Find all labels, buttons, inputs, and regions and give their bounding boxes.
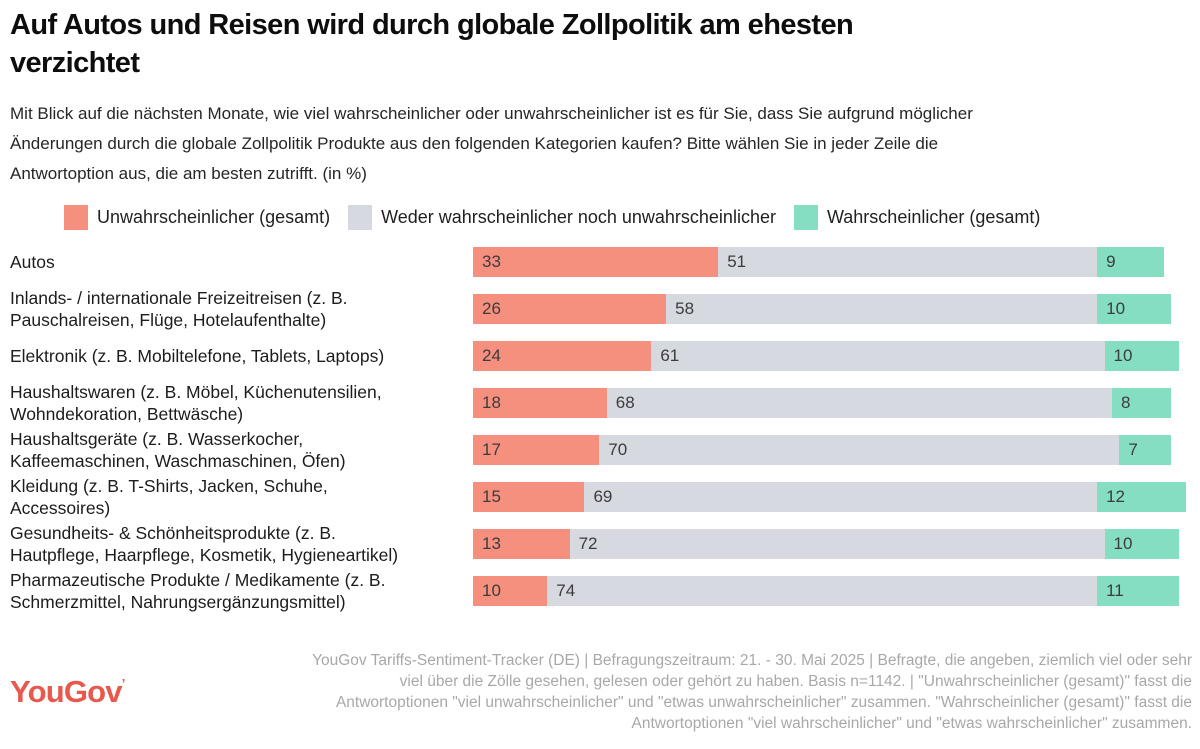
value-label: 15 [482, 486, 501, 506]
legend-label-likely: Wahrscheinlicher (gesamt) [826, 207, 1041, 227]
yougov-logo-tick-icon: ’ [121, 676, 126, 691]
value-label: 10 [1113, 345, 1133, 365]
bar-track: 26 58 10 [473, 293, 1200, 324]
bar-segment-neutral: 61 [651, 340, 1105, 371]
value-label: 10 [482, 580, 501, 600]
chart-row: Kleidung (z. B. T-Shirts, Jacken, Schuhe… [10, 474, 1200, 519]
yougov-logo: YouGov’ [10, 674, 125, 710]
value-label: 10 [1106, 298, 1126, 318]
value-label: 24 [482, 345, 501, 365]
category-label: Gesundheits- & Schönheitsprodukte (z. B.… [10, 522, 399, 565]
bar-track: 24 61 10 [473, 340, 1200, 371]
bar-track: 33 51 9 [473, 246, 1200, 277]
footer: YouGov’ YouGov Tariffs-Sentiment-Tracker… [10, 650, 1192, 734]
value-label: 72 [578, 533, 598, 553]
bar-track: 10 74 11 [473, 575, 1200, 606]
category-label: Elektronik (z. B. Mobiltelefone, Tablets… [10, 345, 385, 366]
bar-segment-unlikely: 15 [473, 481, 585, 512]
bar-segment-neutral: 70 [599, 434, 1120, 465]
source-line: Antwortoptionen "viel unwahrscheinlicher… [335, 694, 1192, 711]
bar-segment-likely: 9 [1097, 246, 1164, 277]
bar-segment-neutral: 74 [547, 575, 1098, 606]
chart-row: Haushaltsgeräte (z. B. Wasserkocher, Kaf… [10, 427, 1200, 472]
value-label: 12 [1106, 486, 1126, 506]
value-label: 9 [1106, 251, 1116, 271]
value-label: 17 [482, 439, 501, 459]
bar-segment-neutral: 68 [606, 387, 1112, 418]
legend-label-unlikely: Unwahrscheinlicher (gesamt) [97, 207, 331, 227]
legend-swatch-likely-icon [793, 205, 818, 230]
value-label: 33 [482, 251, 501, 271]
source-line: Antwortoptionen "viel wahrscheinlicher" … [631, 715, 1192, 732]
bar-track: 13 72 10 [473, 528, 1200, 559]
category-label: Autos [10, 251, 55, 272]
bar-segment-neutral: 72 [569, 528, 1105, 559]
bar-segment-neutral: 58 [666, 293, 1098, 324]
chart-row: Inlands- / internationale Freizeitreisen… [10, 286, 1200, 331]
legend-item-unlikely: Unwahrscheinlicher (gesamt) [64, 205, 330, 230]
value-label: 69 [593, 486, 613, 506]
value-label: 70 [608, 439, 628, 459]
chart-row: Elektronik (z. B. Mobiltelefone, Tablets… [10, 333, 1200, 378]
value-label: 18 [482, 392, 501, 412]
legend: Unwahrscheinlicher (gesamt) Weder wahrsc… [64, 205, 1200, 230]
chart-row: Autos 33 51 9 [10, 239, 1200, 284]
value-label: 74 [556, 580, 576, 600]
bar-segment-likely: 10 [1097, 293, 1172, 324]
legend-label-neutral: Weder wahrscheinlicher noch unwahrschein… [381, 207, 776, 227]
category-label: Inlands- / internationale Freizeitreisen… [10, 287, 348, 330]
source-note: YouGov Tariffs-Sentiment-Tracker (DE) | … [10, 650, 1192, 734]
chart-subtitle: Mit Blick auf die nächsten Monate, wie v… [10, 104, 973, 183]
chart-row: Pharmazeutische Produkte / Medikamente (… [10, 568, 1200, 613]
page-title: Auf Autos und Reisen wird durch globale … [10, 9, 854, 79]
legend-swatch-neutral-icon [348, 205, 373, 230]
bar-track: 17 70 7 [473, 434, 1200, 465]
bar-segment-neutral: 51 [718, 246, 1098, 277]
chart-row: Haushaltswaren (z. B. Möbel, Küchenutens… [10, 380, 1200, 425]
value-label: 10 [1113, 533, 1133, 553]
value-label: 7 [1128, 439, 1138, 459]
bar-segment-likely: 10 [1104, 528, 1179, 559]
bar-segment-unlikely: 26 [473, 293, 667, 324]
bar-track: 18 68 8 [473, 387, 1200, 418]
bar-track: 15 69 12 [473, 481, 1200, 512]
bar-segment-likely: 12 [1097, 481, 1187, 512]
legend-swatch-unlikely-icon [64, 205, 88, 230]
header: Auf Autos und Reisen wird durch globale … [0, 0, 1200, 189]
bar-segment-unlikely: 10 [473, 575, 548, 606]
bar-segment-likely: 8 [1111, 387, 1172, 418]
value-label: 58 [675, 298, 695, 318]
stacked-bar-chart: Autos 33 51 9 Inlands- / internationale Frei… [10, 239, 1200, 613]
value-label: 13 [482, 533, 501, 553]
source-line: YouGov Tariffs-Sentiment-Tracker (DE) | … [312, 652, 1192, 669]
bar-segment-likely: 11 [1097, 575, 1179, 606]
bar-segment-unlikely: 17 [473, 434, 600, 465]
category-label: Pharmazeutische Produkte / Medikamente (… [10, 569, 386, 612]
source-line: viel über die Zölle gesehen, gelesen ode… [399, 673, 1192, 690]
bar-segment-unlikely: 18 [473, 387, 607, 418]
value-label: 68 [615, 392, 635, 412]
bar-segment-unlikely: 24 [473, 340, 652, 371]
value-label: 8 [1120, 392, 1131, 412]
chart-row: Gesundheits- & Schönheitsprodukte (z. B.… [10, 521, 1200, 566]
value-label: 51 [727, 251, 747, 271]
value-label: 11 [1106, 580, 1124, 600]
bar-segment-unlikely: 13 [473, 528, 570, 559]
bar-segment-unlikely: 33 [473, 246, 719, 277]
value-label: 61 [660, 345, 680, 365]
legend-item-likely: Wahrscheinlicher (gesamt) [793, 205, 1041, 230]
bar-segment-likely: 7 [1119, 434, 1172, 465]
legend-item-neutral: Weder wahrscheinlicher noch unwahrschein… [348, 205, 776, 230]
category-label: Haushaltswaren (z. B. Möbel, Küchenutens… [10, 381, 382, 424]
yougov-logo-text: YouGov [10, 674, 123, 709]
value-label: 26 [482, 298, 501, 318]
category-label: Kleidung (z. B. T-Shirts, Jacken, Schuhe… [10, 475, 328, 518]
category-label: Haushaltsgeräte (z. B. Wasserkocher, Kaf… [10, 428, 346, 471]
bar-segment-neutral: 69 [584, 481, 1098, 512]
bar-segment-likely: 10 [1104, 340, 1179, 371]
